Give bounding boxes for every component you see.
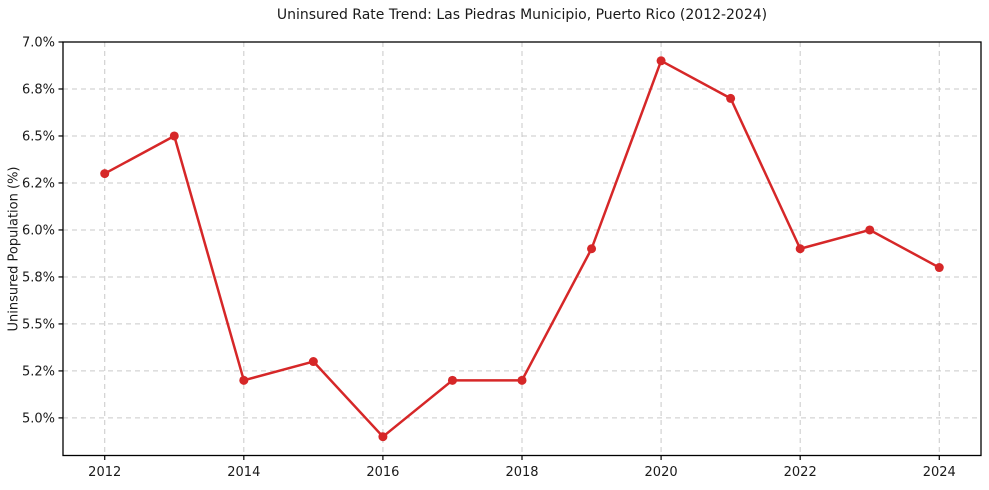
data-point-2014 — [239, 375, 249, 385]
x-tick-label: 2012 — [88, 465, 121, 480]
data-point-2017 — [447, 375, 457, 385]
chart-title: Uninsured Rate Trend: Las Piedras Munici… — [276, 7, 768, 23]
y-tick-label: 5.5% — [22, 317, 55, 332]
data-point-2023 — [865, 225, 875, 235]
y-tick-label: 7.0% — [22, 36, 55, 51]
data-point-2016 — [378, 432, 388, 442]
data-point-2013 — [169, 131, 179, 141]
data-point-2022 — [795, 244, 805, 254]
data-point-2015 — [308, 357, 318, 367]
x-tick-label: 2016 — [366, 465, 399, 480]
y-tick-label: 6.0% — [22, 223, 55, 238]
x-tick-label: 2024 — [923, 465, 956, 480]
x-tick-label: 2014 — [227, 465, 260, 480]
data-point-2020 — [656, 56, 666, 66]
x-tick-label: 2018 — [505, 465, 538, 480]
y-tick-label: 6.2% — [22, 176, 55, 191]
y-tick-label: 6.8% — [22, 82, 55, 97]
y-tick-label: 5.0% — [22, 411, 55, 426]
y-tick-label: 5.8% — [22, 270, 55, 285]
data-point-2012 — [100, 169, 110, 179]
x-tick-label: 2022 — [784, 465, 817, 480]
data-point-2021 — [726, 93, 736, 103]
x-tick-label: 2020 — [645, 465, 678, 480]
data-point-2024 — [934, 263, 944, 273]
y-tick-label: 5.2% — [22, 364, 55, 379]
y-tick-label: 6.5% — [22, 129, 55, 144]
data-point-2019 — [587, 244, 597, 254]
data-point-2018 — [517, 375, 527, 385]
